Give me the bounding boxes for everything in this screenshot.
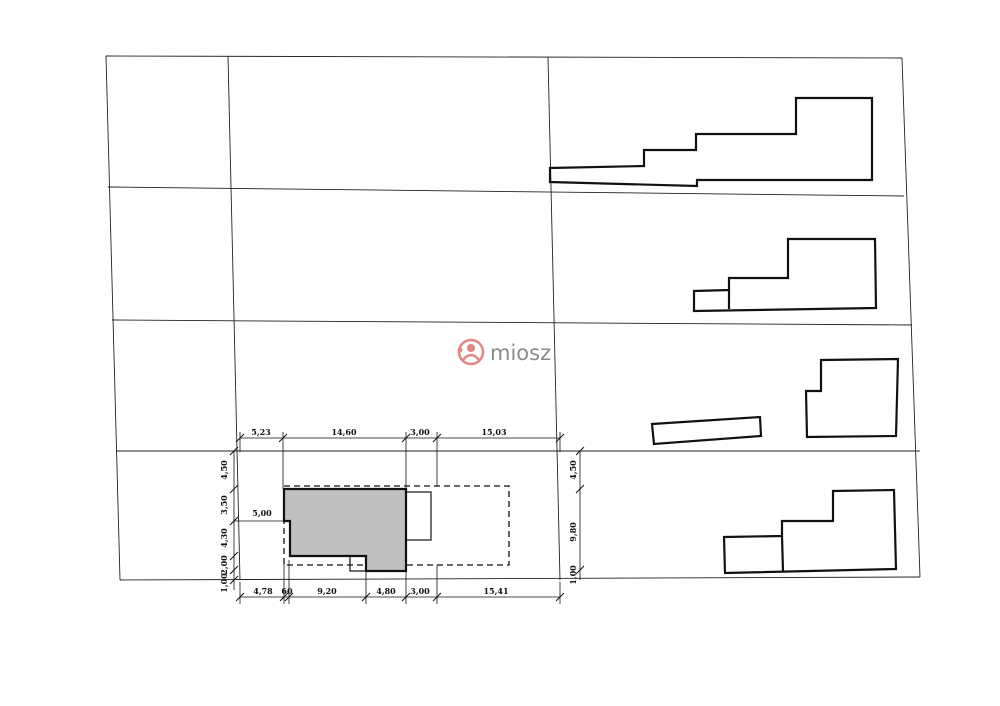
watermark-brand-text: miosz [490, 341, 551, 365]
dimension-right: 4,50 9,80 1,00 [568, 446, 585, 585]
miosz-logo-icon [457, 338, 485, 366]
neighbor-building-row-4-divider [780, 535, 785, 572]
dim-bottom-2: 60 [281, 586, 293, 596]
dim-top-3: 3,00 [410, 427, 430, 437]
dim-bottom-6: 15,41 [483, 586, 508, 596]
dim-top-1: 5,23 [251, 427, 271, 437]
dim-right-1: 4,50 [568, 460, 578, 480]
watermark: miosz [457, 338, 551, 366]
subject-building-group [282, 485, 510, 573]
building-entrance [349, 555, 367, 572]
neighbor-building-row-1 [548, 96, 874, 188]
building-envelope-dashed [283, 485, 510, 566]
neighbor-building-row-4 [722, 488, 898, 575]
grid-line-bottom [119, 576, 921, 581]
dim-left-3: 4,30 [219, 528, 229, 548]
dim-left-1: 4,50 [219, 460, 229, 480]
grid-line-left [105, 55, 121, 581]
grid-line-top [105, 55, 903, 59]
grid-line-row-1 [107, 186, 905, 197]
dim-bottom-4: 4,80 [376, 586, 396, 596]
parcel-grid [105, 55, 921, 581]
main-building [282, 487, 408, 573]
dim-top-4: 15,03 [481, 427, 506, 437]
neighbor-buildings [548, 96, 900, 575]
dim-left-4: 2,00 [219, 555, 229, 575]
dim-right-2: 9,80 [568, 522, 578, 542]
grid-line-col-2 [547, 56, 561, 581]
dimension-bottom: 4,78 60 9,20 4,80 3,00 15,41 [235, 560, 565, 604]
grid-line-col-1 [227, 55, 241, 581]
grid-line-row-2 [111, 319, 913, 326]
dim-left-2: 3,50 [219, 495, 229, 515]
dim-offset: 5,00 [252, 508, 272, 518]
dim-top-2: 14,60 [331, 427, 356, 437]
dim-bottom-5: 3,00 [410, 586, 430, 596]
dimension-left: 4,50 3,50 4,30 2,00 1,00 5,00 [219, 446, 284, 593]
dim-right-3: 1,00 [568, 565, 578, 585]
dim-bottom-1: 4,78 [253, 586, 273, 596]
neighbor-building-row-3 [804, 357, 900, 439]
grid-line-right [901, 57, 921, 578]
dimension-top: 5,23 14,60 3,00 15,03 [235, 427, 565, 489]
building-annex [405, 491, 432, 541]
neighbor-building-row-2 [692, 237, 878, 313]
dim-left-5: 1,00 [219, 573, 229, 593]
dim-bottom-3: 9,20 [317, 586, 337, 596]
neighbor-building-row-3-bar [650, 415, 763, 446]
